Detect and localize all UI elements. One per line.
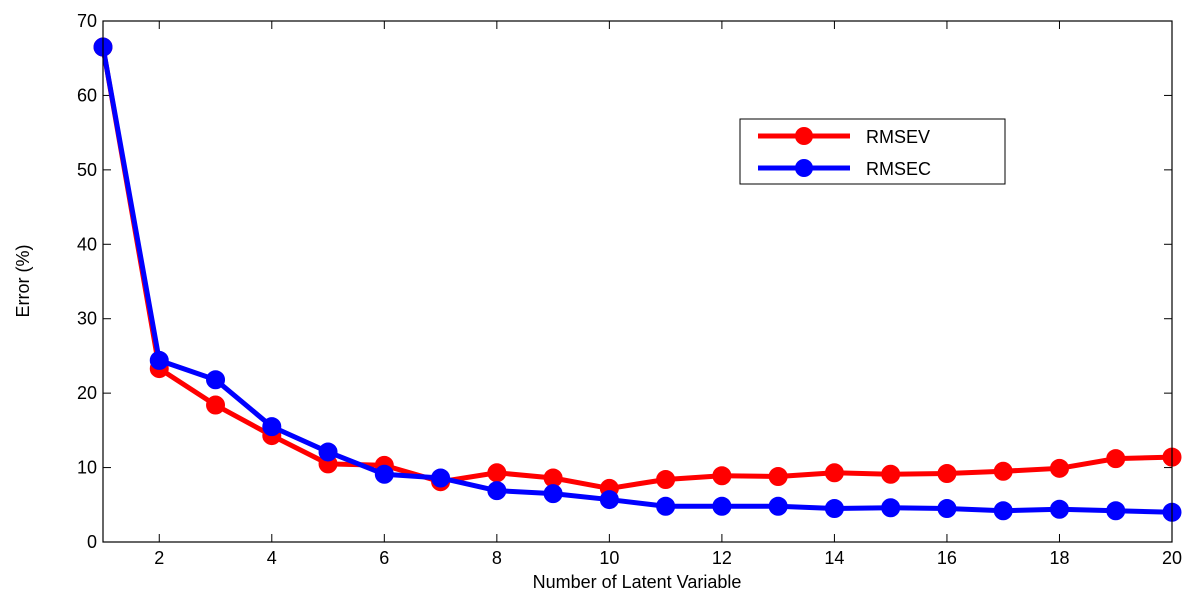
data-point-rmsec <box>937 499 957 519</box>
plot-background <box>103 21 1172 542</box>
series-layer <box>93 37 1182 522</box>
x-tick-label: 12 <box>712 548 732 568</box>
data-point-rmsec <box>712 496 732 516</box>
data-point-rmsec <box>656 496 676 516</box>
data-point-rmsec <box>374 464 394 484</box>
data-point-rmsec <box>206 370 226 390</box>
data-point-rmsec <box>599 490 619 510</box>
x-tick-label: 8 <box>492 548 502 568</box>
data-point-rmsev <box>206 395 226 415</box>
data-point-rmsev <box>881 464 901 484</box>
legend: RMSEV RMSEC <box>739 118 1006 185</box>
data-point-rmsev <box>1049 458 1069 478</box>
x-axis-title: Number of Latent Variable <box>533 572 742 592</box>
y-tick-label: 0 <box>87 532 97 552</box>
x-tick-label: 18 <box>1049 548 1069 568</box>
y-tick-label: 10 <box>77 458 97 478</box>
data-point-rmsec <box>262 417 282 437</box>
data-point-rmsec <box>543 484 563 504</box>
legend-box <box>739 118 1006 185</box>
x-tick-label: 4 <box>267 548 277 568</box>
data-point-rmsec <box>993 501 1013 521</box>
data-point-rmsec <box>824 499 844 519</box>
legend-marker-rmsec <box>795 159 813 177</box>
tick-labels: 2 4 6 8 10 12 14 16 18 20 0 10 20 30 40 50 60 70 <box>77 11 1182 568</box>
legend-marker-rmsev <box>795 127 813 145</box>
data-point-rmsev <box>768 467 788 487</box>
x-tick-label: 10 <box>599 548 619 568</box>
data-point-rmsev <box>656 469 676 489</box>
data-point-rmsec <box>1049 499 1069 519</box>
data-point-rmsev <box>1106 449 1126 469</box>
y-tick-label: 30 <box>77 309 97 329</box>
legend-label-rmsec: RMSEC <box>866 159 931 179</box>
data-point-rmsec <box>431 468 451 488</box>
data-point-rmsec <box>149 350 169 370</box>
y-tick-label: 40 <box>77 234 97 254</box>
data-point-rmsev <box>993 461 1013 481</box>
data-point-rmsev <box>937 464 957 484</box>
y-axis-title: Error (%) <box>13 245 33 318</box>
data-point-rmsec <box>881 498 901 518</box>
data-point-rmsev <box>712 466 732 486</box>
data-point-rmsev <box>487 463 507 483</box>
y-tick-label: 60 <box>77 85 97 105</box>
y-tick-label: 20 <box>77 383 97 403</box>
x-tick-label: 16 <box>937 548 957 568</box>
x-tick-label: 20 <box>1162 548 1182 568</box>
x-tick-label: 14 <box>824 548 844 568</box>
x-tick-label: 6 <box>379 548 389 568</box>
axis-ticks <box>103 20 1173 543</box>
data-point-rmsec <box>487 481 507 501</box>
y-tick-label: 50 <box>77 160 97 180</box>
data-point-rmsec <box>318 442 338 462</box>
x-tick-label: 2 <box>154 548 164 568</box>
y-tick-label: 70 <box>77 11 97 31</box>
legend-label-rmsev: RMSEV <box>866 127 930 147</box>
data-point-rmsev <box>824 463 844 483</box>
data-point-rmsec <box>1106 501 1126 521</box>
plot-frame <box>102 20 1173 543</box>
data-point-rmsec <box>768 496 788 516</box>
